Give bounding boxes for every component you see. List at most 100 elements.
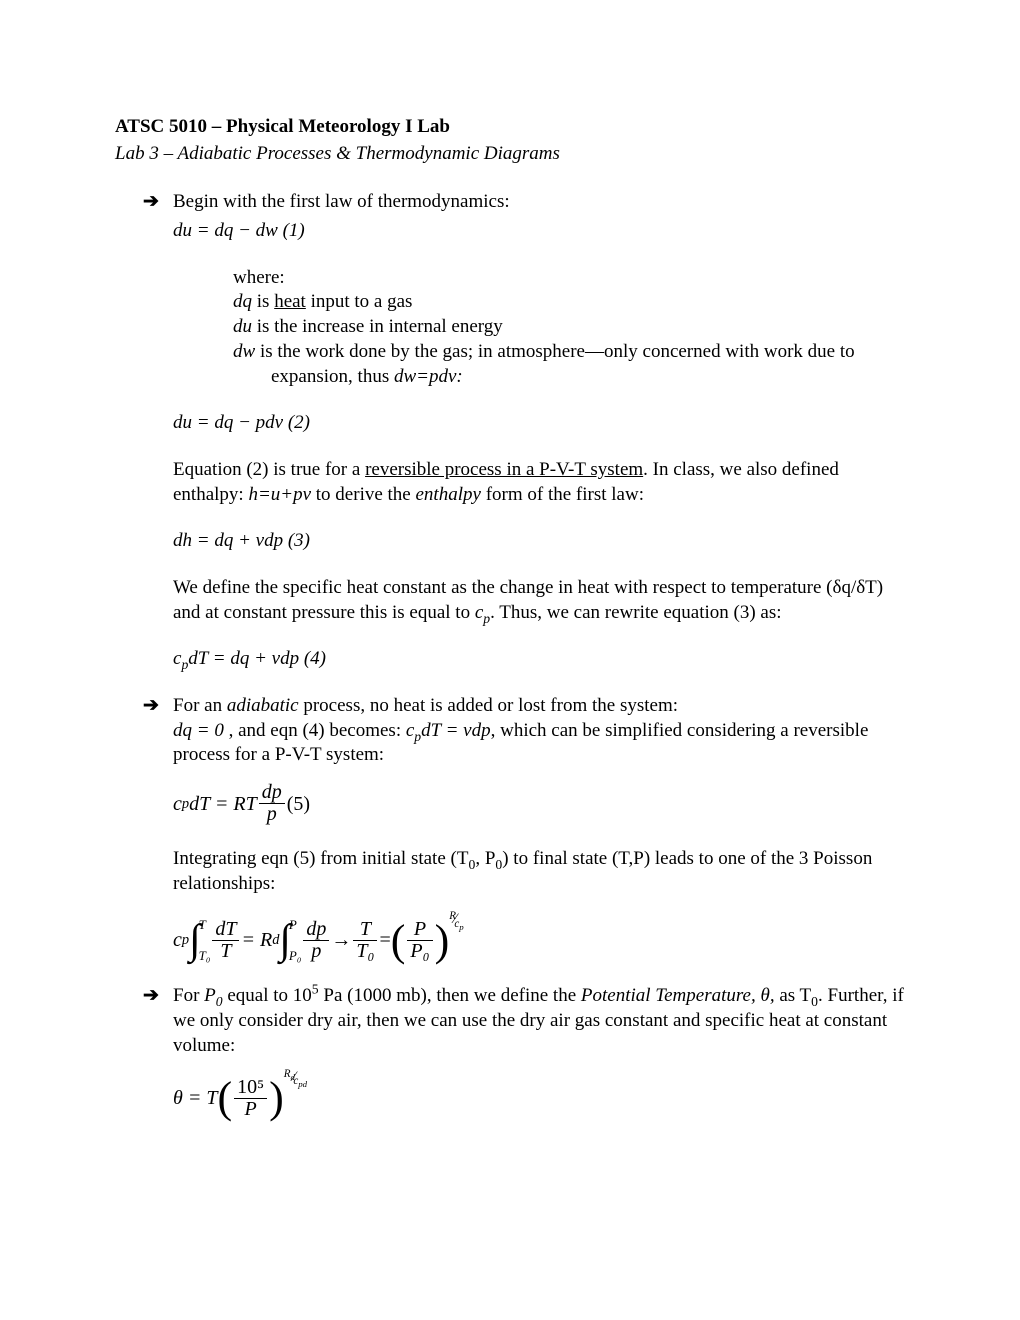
intT-num: T [353,919,377,941]
eq5-num: dp [259,782,285,804]
where-block: where: dq is heat input to a gas du is t… [115,266,905,389]
equation-5: c pdT = RT dp p (5) [115,782,905,825]
p2-a: Equation (2) is true for a [173,459,365,480]
b2-dT: dT = vdp [421,720,490,741]
equation-3: dh = dq + vdp (3) [115,529,905,554]
b3-d: as T [775,985,812,1006]
intT-frac: T T₀ [353,919,377,962]
b3-d-sub: 0 [811,994,818,1009]
arrow-icon: ➔ [115,694,173,719]
bullet3-body: For P0 equal to 105 Pa (1000 mb), then w… [173,984,905,1058]
integral-1: ∫ T T₀ [189,918,210,962]
b2-a: For an [173,695,227,716]
bullet2-body: For an adiabatic process, no heat is add… [173,694,905,768]
eq5-c: c [173,791,182,817]
int-eq: = R [241,927,272,953]
theta-paren: ( 10⁵ P ) [217,1077,283,1120]
b3-b: equal to 10 [223,985,312,1006]
where-dw: dw is the work done by the gas; in atmos… [233,340,905,389]
b2-dq0: dq = 0 [173,720,224,741]
bullet-first-law: ➔ Begin with the first law of thermodyna… [115,190,905,215]
intT-den: T₀ [353,941,377,962]
paragraph-integrate: Integrating eqn (5) from initial state (… [115,847,905,896]
equation-2: du = dq − pdv (2) [115,411,905,436]
eq5-den: p [259,804,285,825]
dw-mid: is the work done by the gas; in atmosphe… [255,341,854,387]
int2-den: p [303,941,329,962]
theta-frac: 10⁵ P [234,1077,267,1120]
int1-limits: T T₀ [199,918,211,962]
eq5-tag: (5) [287,791,310,817]
equation-theta: θ = T ( 10⁵ P ) Rd⁄cpd [115,1077,905,1120]
where-label: where: [233,266,905,291]
paragraph-enthalpy: Equation (2) is true for a reversible pr… [115,458,905,507]
p5-b: , P [475,848,495,869]
bullet-potential-temp: ➔ For P0 equal to 105 Pa (1000 mb), then… [115,984,905,1058]
b3-P0-sub: 0 [216,994,223,1009]
dq-mid: is [252,291,274,312]
int1-bot: T₀ [199,949,211,962]
b2-adi: adiabatic [227,695,299,716]
int2-top: P [289,918,301,931]
int2-limits: P P₀ [289,918,301,962]
int1-num: dT [212,919,239,941]
b3-PT: Potential Temperature, θ, [581,985,775,1006]
intP-den: P₀ [407,941,432,962]
where-dq: dq is heat input to a gas [233,290,905,315]
int-eq2: = [379,927,390,953]
bullet-body: Begin with the first law of thermodynami… [173,190,905,215]
exp2-cpd: pd [298,1079,307,1089]
theta-lhs: θ = T [173,1085,217,1111]
p2-c: to derive the [311,484,415,505]
paragraph-specific-heat: We define the specific heat constant as … [115,576,905,625]
int-cp: c [173,927,182,953]
equation-4: cpdT = dq + vdp (4) [115,647,905,672]
du-post: is the increase in internal energy [252,316,503,337]
eq5-frac: dp p [259,782,285,825]
intP-num: P [407,919,432,941]
int2-frac: dp p [303,919,329,962]
eq3-text: dh = dq + vdp (3) [173,530,310,551]
dq-post: input to a gas [306,291,413,312]
exp2-R: R [284,1068,291,1080]
b2-l2b: , and eqn (4) becomes: [224,720,406,741]
exp-cp: p [459,922,463,932]
lab-subtitle: Lab 3 – Adiabatic Processes & Thermodyna… [115,142,905,167]
p2-e: form of the first law: [481,484,644,505]
dw-sym: dw [233,341,255,362]
int2-num: dp [303,919,329,941]
int-arrow: → [331,927,351,953]
intP-paren: ( P P₀ ) [391,919,449,962]
bullet-adiabatic: ➔ For an adiabatic process, no heat is a… [115,694,905,768]
theta-den: P [234,1099,267,1120]
b3-P0: P [204,985,216,1006]
eq5-dT: dT = RT [189,791,257,817]
b3-c: Pa (1000 mb), then we define the [319,985,581,1006]
b3-a: For [173,985,204,1006]
bullet1-text: Begin with the first law of thermodynami… [173,191,510,212]
eq4-rest: dT = dq + vdp (4) [188,648,326,669]
arrow-icon: ➔ [115,190,173,215]
theta-power: ( 10⁵ P ) Rd⁄cpd [217,1077,283,1120]
equation-1: du = dq − dw (1) [115,219,905,244]
b3-b-sup: 5 [312,982,319,997]
dq-heat: heat [274,291,306,312]
intP-power: ( P P₀ ) R⁄cp [391,919,449,962]
document-page: ATSC 5010 – Physical Meteorology I Lab L… [0,0,1020,1202]
intP-frac: P P₀ [407,919,432,962]
eq2-text: du = dq − pdv (2) [173,412,310,433]
equation-poisson: cp ∫ T T₀ dT T = Rd ∫ P P₀ dp p → T [115,918,905,962]
dq-sym: dq [233,291,252,312]
integral-2: ∫ P P₀ [279,918,301,962]
p3-b: . Thus, we can rewrite equation (3) as: [490,602,781,623]
course-title: ATSC 5010 – Physical Meteorology I Lab [115,115,905,140]
int1-top: T [199,918,211,931]
arrow-icon: ➔ [115,984,173,1009]
p2-h: h=u+pv [248,484,311,505]
p2-d: enthalpy [416,484,481,505]
p5-a: Integrating eqn (5) from initial state (… [173,848,468,869]
p3-cp: c [475,602,483,623]
p2-u: reversible process in a P-V-T system [365,459,643,480]
b2-b: process, no heat is added or lost from t… [299,695,678,716]
eq1-text: du = dq − dw (1) [173,220,305,241]
